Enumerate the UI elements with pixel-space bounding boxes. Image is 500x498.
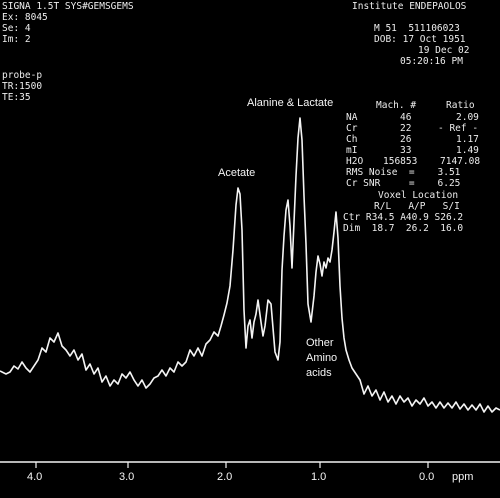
metabolite-value: 22 xyxy=(400,123,412,134)
table-header-ratio: Ratio xyxy=(446,100,475,111)
echo-time: TE:35 xyxy=(2,92,31,103)
metabolite-name: mI xyxy=(346,145,358,156)
metabolite-ratio: 7147.08 xyxy=(440,156,481,167)
x-axis-unit: ppm xyxy=(452,471,474,483)
x-tick-label: 0.0 xyxy=(419,471,435,483)
x-tick-label: 2.0 xyxy=(217,471,233,483)
metabolite-ratio: 2.09 xyxy=(456,112,479,123)
voxel-dimension: Dim 18.7 26.2 16.0 xyxy=(343,223,464,234)
metabolite-ratio: 1.49 xyxy=(456,145,479,156)
metabolite-name: H2O xyxy=(346,156,364,167)
voxel-center: Ctr R34.5 A40.9 S26.2 xyxy=(343,212,464,223)
coil-name: probe-p xyxy=(2,70,43,81)
spectrum-trace xyxy=(0,117,500,413)
series-number: Se: 4 xyxy=(2,23,31,34)
study-date: 19 Dec 02 xyxy=(418,45,470,56)
study-time: 05:20:16 PM xyxy=(400,56,463,67)
metabolite-value: 156853 xyxy=(383,156,418,167)
image-number: Im: 2 xyxy=(2,34,31,45)
annotation-acetate: Acetate xyxy=(218,167,256,179)
annotation-acids: acids xyxy=(306,367,332,379)
voxel-header: R/L A/P S/I xyxy=(374,201,460,212)
patient-id: M 51 511106023 xyxy=(374,23,460,34)
metabolite-name: Ch xyxy=(346,134,358,145)
scanner-line: SIGNA 1.5T SYS#GEMSGEMS xyxy=(2,1,134,12)
annotation-amino: Amino xyxy=(306,352,338,364)
metabolite-value: 26 xyxy=(400,134,412,145)
metabolite-name: Cr xyxy=(346,123,358,134)
x-tick-label: 3.0 xyxy=(119,471,135,483)
table-header-mach: Mach. # xyxy=(376,100,417,111)
metabolite-ratio: - Ref - xyxy=(438,123,479,134)
exam-number: Ex: 8045 xyxy=(2,12,48,23)
metabolite-ratio: 1.17 xyxy=(456,134,479,145)
metabolite-value: 33 xyxy=(400,145,412,156)
voxel-title: Voxel Location xyxy=(378,190,459,201)
date-of-birth: DOB: 17 Oct 1951 xyxy=(374,34,466,45)
cr-snr: Cr SNR = 6.25 xyxy=(346,178,461,189)
metabolite-value: 46 xyxy=(400,112,412,123)
institution-name: Institute ENDEPAOLOS xyxy=(352,1,467,12)
annotation-alanine-lactate: Alanine & Lactate xyxy=(247,97,334,109)
x-tick-label: 1.0 xyxy=(311,471,327,483)
repetition-time: TR:1500 xyxy=(2,81,43,92)
rms-noise: RMS Noise = 3.51 xyxy=(346,167,461,178)
x-tick-label: 4.0 xyxy=(27,471,43,483)
annotation-other: Other xyxy=(306,337,334,349)
metabolite-name: NA xyxy=(346,112,358,123)
